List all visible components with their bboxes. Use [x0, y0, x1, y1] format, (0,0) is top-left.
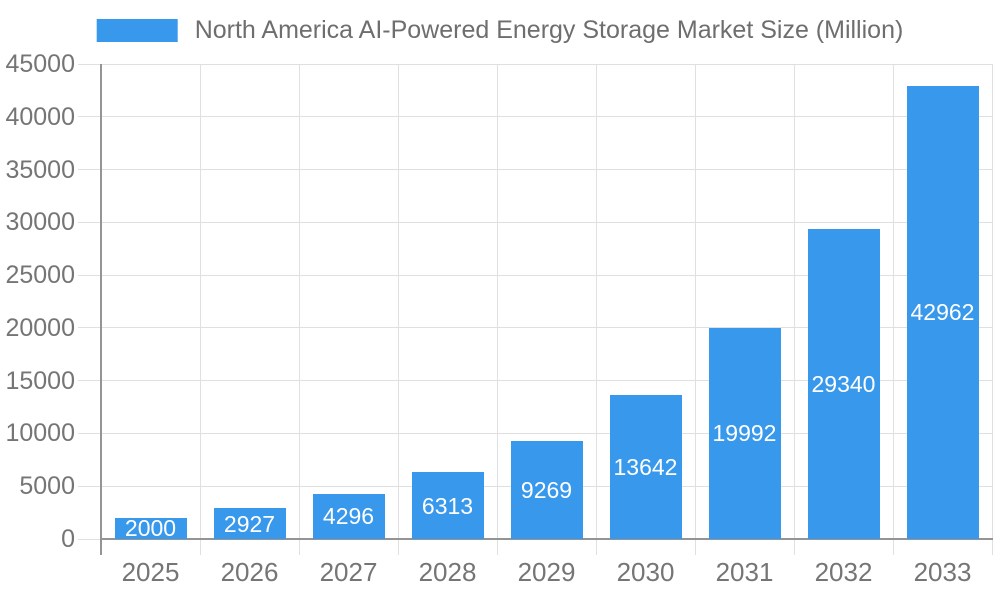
x-axis-tick-label: 2032 — [814, 557, 873, 587]
bar-2033[interactable] — [906, 85, 979, 539]
bar-value-label: 19992 — [712, 420, 777, 447]
bar-2030[interactable] — [609, 395, 682, 539]
x-axis-tick-label: 2033 — [913, 557, 972, 587]
y-axis-tick-label: 30000 — [5, 208, 75, 237]
bar-value-label: 29340 — [811, 371, 876, 398]
bar-2031[interactable] — [708, 327, 781, 539]
bar-value-label: 4296 — [322, 503, 375, 530]
x-axis-tick-label: 2028 — [418, 557, 477, 587]
x-gridline — [793, 64, 795, 555]
x-axis-tick-label: 2030 — [616, 557, 675, 587]
legend-label: North America AI-Powered Energy Storage … — [194, 16, 904, 44]
x-gridline — [694, 64, 696, 555]
x-gridline — [496, 64, 498, 555]
y-gridline — [78, 169, 992, 171]
x-gridline — [298, 64, 300, 555]
y-axis-tick-label: 45000 — [5, 50, 75, 78]
y-axis-tick-label: 20000 — [5, 313, 75, 342]
y-axis-line — [100, 64, 102, 555]
y-axis-tick-label: 25000 — [5, 261, 75, 290]
chart-legend[interactable]: North America AI-Powered Energy Storage … — [96, 16, 904, 45]
y-gridline — [78, 63, 992, 65]
y-gridline — [78, 380, 992, 382]
x-axis-tick-label: 2027 — [319, 557, 378, 587]
y-gridline — [78, 116, 992, 118]
x-gridline — [892, 64, 894, 555]
y-axis-tick-label: 35000 — [5, 155, 75, 184]
x-gridline — [595, 64, 597, 555]
bar-2025[interactable] — [114, 517, 187, 539]
y-axis-tick-label: 40000 — [5, 102, 75, 131]
bar-value-label: 42962 — [910, 299, 975, 326]
bar-value-label: 13642 — [613, 454, 678, 480]
x-axis-tick-label: 2031 — [715, 557, 774, 587]
x-gridline — [397, 64, 399, 555]
bar-2032[interactable] — [807, 229, 880, 539]
x-gridline — [199, 64, 201, 555]
y-gridline — [78, 221, 992, 223]
x-axis-line — [100, 538, 993, 540]
bar-2027[interactable] — [312, 493, 385, 539]
y-gridline — [78, 327, 992, 329]
bar-2029[interactable] — [510, 441, 583, 539]
bar-value-label: 9269 — [520, 477, 573, 504]
bar-value-label: 2000 — [124, 515, 177, 542]
y-gridline — [78, 432, 992, 434]
y-axis-tick-label: 5000 — [19, 472, 75, 501]
y-gridline — [78, 274, 992, 276]
y-axis-tick-label: 15000 — [5, 366, 75, 395]
x-axis-tick-label: 2029 — [517, 557, 576, 587]
x-gridline — [991, 64, 993, 555]
x-axis-tick-label: 2025 — [121, 557, 180, 587]
bar-value-label: 6313 — [421, 492, 474, 519]
bar-2026[interactable] — [213, 508, 286, 539]
y-axis-tick-label: 10000 — [5, 419, 75, 448]
y-axis-tick-label: 0 — [61, 525, 75, 553]
bar-value-label: 2927 — [223, 510, 276, 537]
legend-swatch-icon — [96, 19, 178, 42]
x-axis-tick-label: 2026 — [220, 557, 279, 587]
bar-2028[interactable] — [411, 472, 484, 539]
